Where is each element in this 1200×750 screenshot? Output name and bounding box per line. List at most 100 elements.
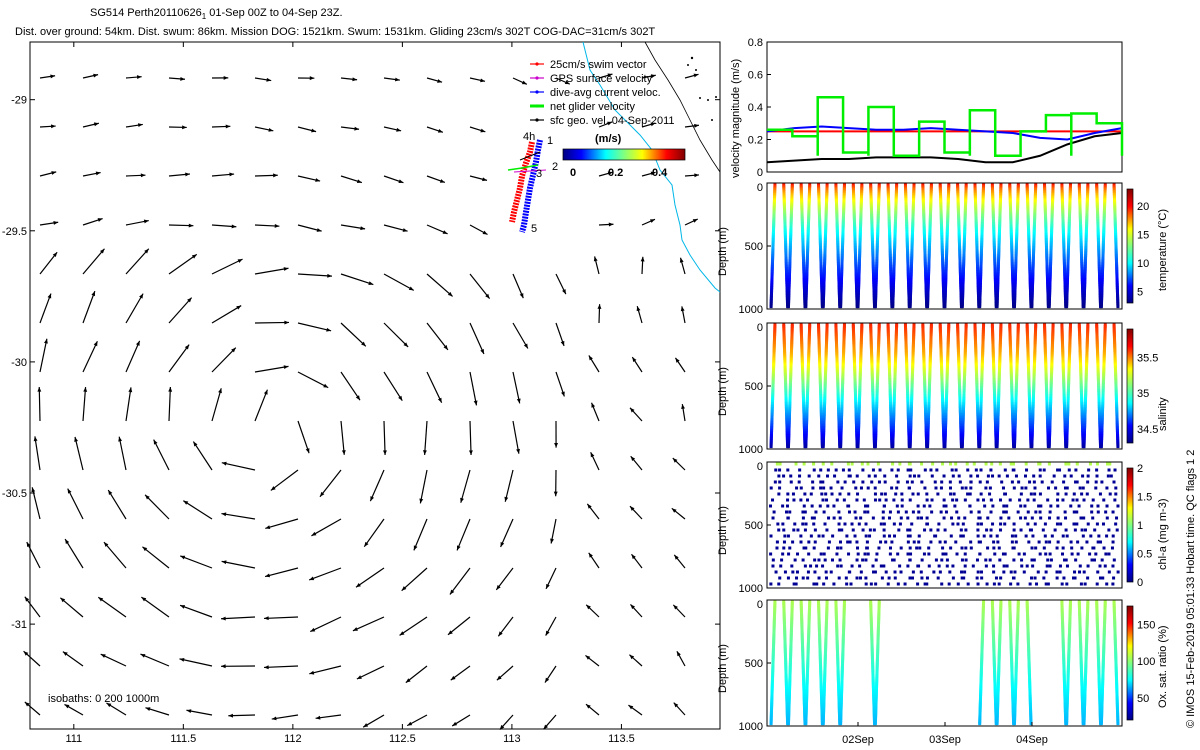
salinity-point [905, 377, 909, 381]
salinity-point [807, 334, 811, 338]
temperature-point [894, 193, 898, 197]
temperature-point [976, 271, 980, 275]
temperature-point [1013, 289, 1017, 293]
current-arrowhead [311, 128, 317, 133]
temperature-point [1048, 292, 1052, 296]
temperature-point [1049, 247, 1053, 251]
salinity-point [804, 430, 808, 434]
temperature-point [874, 277, 878, 281]
temperature-point [1008, 188, 1012, 192]
temperature-point [974, 202, 978, 206]
salinity-point [790, 341, 794, 345]
current-arrowhead [93, 73, 99, 78]
temperature-point [860, 194, 864, 198]
temperature-point [909, 277, 913, 281]
temperature-point [875, 244, 879, 248]
temperature-point [1010, 239, 1014, 243]
salinity-point [906, 400, 910, 404]
temperature-point [819, 257, 823, 261]
salinity-point [805, 413, 809, 417]
temperature-point [841, 244, 845, 248]
temperature-point [996, 260, 1000, 264]
salinity-point [911, 368, 915, 372]
salinity-point [909, 417, 913, 421]
salinity-point [824, 373, 828, 377]
temperature-point [1085, 196, 1089, 200]
temperature-point [894, 202, 898, 206]
temperature-point [910, 261, 914, 265]
temperature-point [1080, 260, 1084, 264]
temperature-point [1095, 191, 1099, 195]
temperature-point [875, 239, 879, 243]
salinity-point [802, 427, 806, 431]
temperature-point [841, 218, 845, 222]
salinity-point [869, 325, 873, 329]
temperature-point [805, 260, 809, 264]
temperature-point [1098, 282, 1102, 286]
temperature-point [904, 189, 908, 193]
salinity-point [872, 413, 876, 417]
temperature-point [1016, 199, 1020, 203]
temperature-point [1096, 212, 1100, 216]
temperature-point [772, 221, 776, 225]
current-arrowhead [221, 664, 226, 669]
salinity-point [837, 433, 841, 437]
temperature-point [922, 228, 926, 232]
temperature-point [1008, 196, 1012, 200]
temperature-point [963, 225, 967, 229]
salinity-point [773, 333, 777, 337]
temperature-point [911, 210, 915, 214]
temperature-point [929, 201, 933, 205]
velocity-series-line [766, 132, 1123, 164]
temperature-point [1009, 215, 1013, 219]
current-arrowhead [179, 657, 185, 662]
temperature-point [979, 263, 983, 267]
temperature-point [785, 281, 789, 285]
temperature-point [974, 201, 978, 205]
temperature-point [975, 241, 979, 245]
temperature-point [852, 204, 856, 208]
temperature-point [802, 273, 806, 277]
temperature-point [975, 252, 979, 256]
temperature-point [1051, 185, 1055, 189]
salinity-point [909, 403, 913, 407]
salinity-point [894, 328, 898, 332]
temperature-point [1061, 202, 1065, 206]
temperature-point [1025, 189, 1029, 193]
temperature-point [945, 228, 949, 232]
temperature-point [1025, 186, 1029, 190]
temperature-point [870, 223, 874, 227]
temperature-ytick-label: 1000 [739, 304, 763, 316]
salinity-point [869, 326, 873, 330]
salinity-point [852, 334, 856, 338]
temperature-point [853, 239, 857, 243]
temperature-point [801, 229, 805, 233]
temperature-point [1082, 301, 1086, 305]
temperature-point [979, 260, 983, 264]
current-arrow [270, 469, 299, 491]
salinity-point [907, 427, 911, 431]
temperature-point [942, 293, 946, 297]
temperature-point [1113, 201, 1117, 205]
salinity-point [789, 353, 793, 357]
temperature-point [912, 197, 916, 201]
salinity-point [892, 417, 896, 421]
temperature-point [993, 265, 997, 269]
salinity-point [842, 353, 846, 357]
temperature-point [840, 266, 844, 270]
temperature-point [1061, 209, 1065, 213]
salinity-point [873, 445, 877, 449]
temperature-point [964, 188, 968, 192]
temperature-point [822, 269, 826, 273]
salinity-point [788, 384, 792, 388]
salinity-point [854, 419, 858, 423]
temperature-point [1066, 245, 1070, 249]
salinity-point [874, 435, 878, 439]
current-arrowhead [305, 448, 310, 454]
temperature-point [800, 204, 804, 208]
salinity-point [784, 389, 788, 393]
salinity-point [910, 377, 914, 381]
temperature-point [817, 191, 821, 195]
temperature-point [962, 261, 966, 265]
salinity-point [789, 371, 793, 375]
